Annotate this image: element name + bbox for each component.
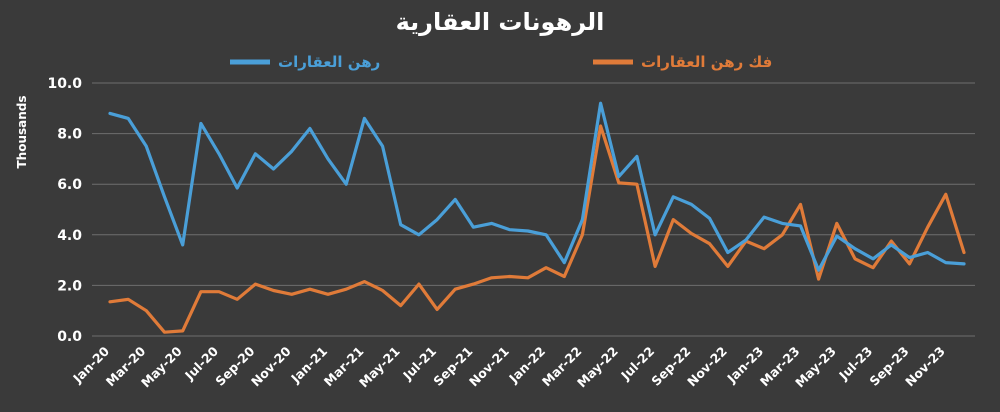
- gridlines: [92, 82, 975, 337]
- legend: رهن العقارات فك رهن العقارات: [230, 53, 772, 71]
- series-line-0: [108, 101, 966, 272]
- series-line-1: [108, 124, 966, 334]
- y-tick-label: 2.0: [57, 278, 82, 294]
- y-axis-label: Thousands: [15, 95, 29, 168]
- chart-title: الرهونات العقارية: [396, 8, 605, 36]
- y-tick-label: 6.0: [57, 177, 82, 193]
- y-axis-ticks: 0.0 2.0 4.0 6.0 8.0 10.0: [47, 76, 82, 345]
- y-tick-label: 4.0: [57, 228, 82, 244]
- y-tick-label: 8.0: [57, 127, 82, 143]
- legend-label-series-1: فك رهن العقارات: [641, 53, 772, 71]
- legend-label-series-0: رهن العقارات: [278, 53, 380, 71]
- series-lines: [108, 101, 966, 334]
- y-tick-label: 10.0: [47, 76, 82, 92]
- y-tick-label: 0.0: [57, 329, 82, 345]
